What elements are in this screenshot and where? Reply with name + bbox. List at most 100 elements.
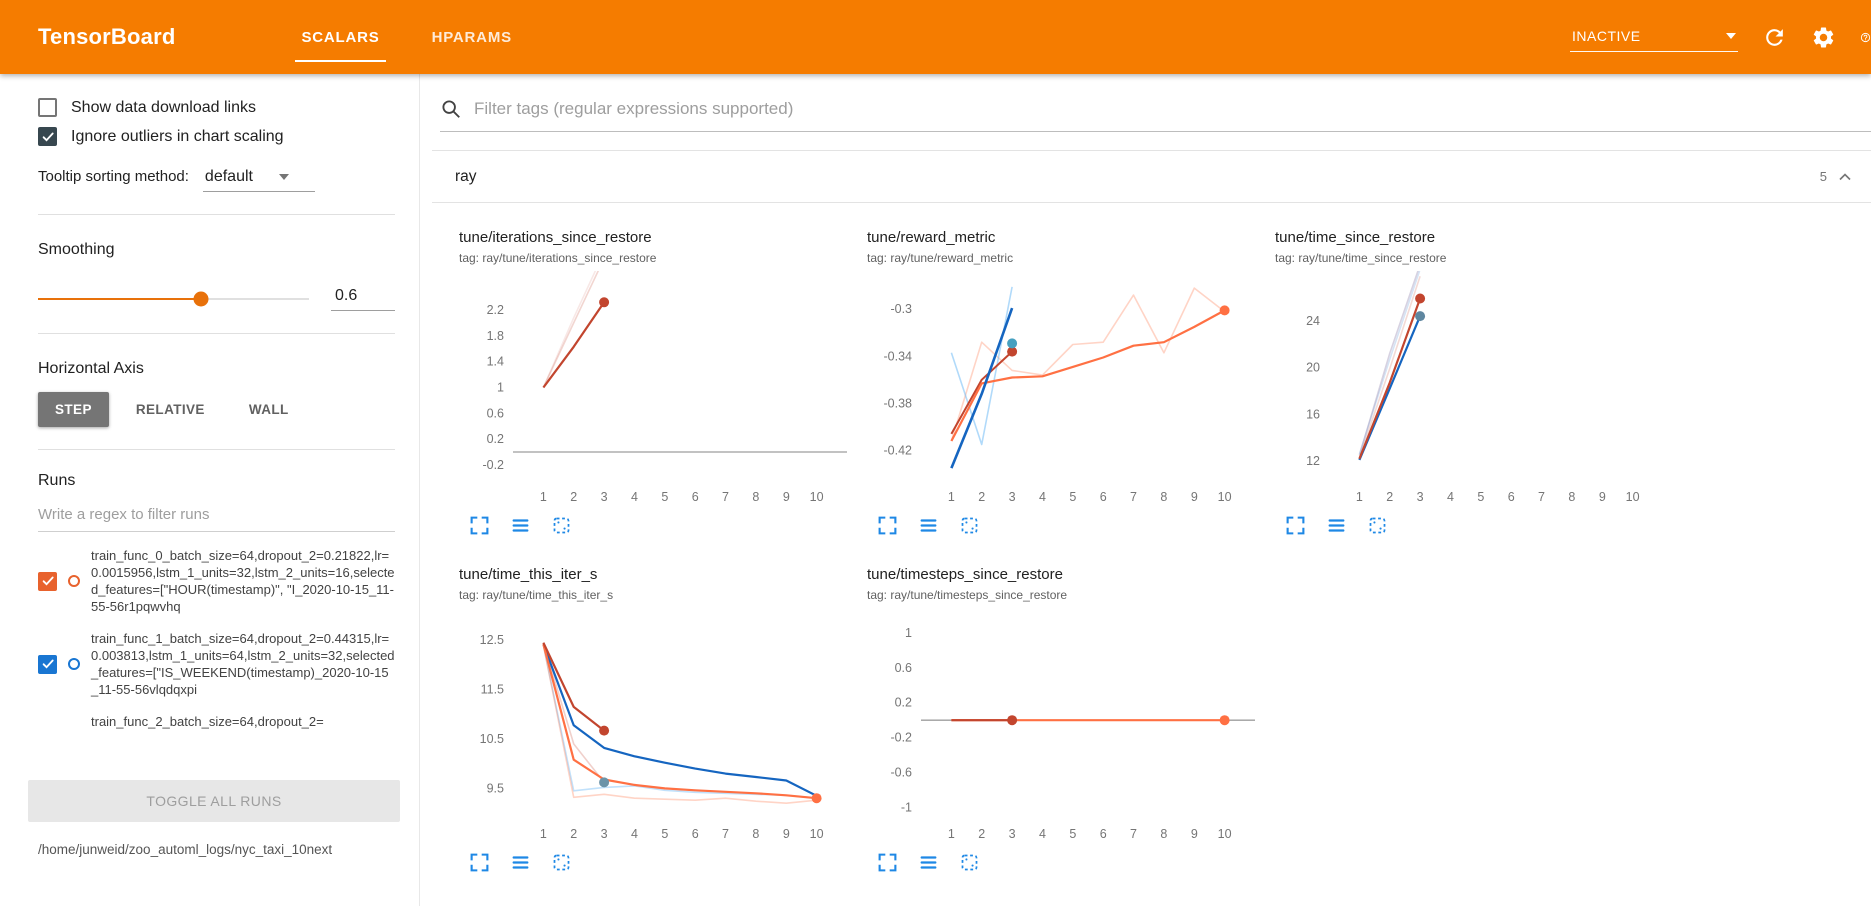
svg-text:6: 6 [692,490,699,504]
svg-text:4: 4 [1039,827,1046,841]
svg-text:2.2: 2.2 [487,303,504,317]
topbar-actions: INACTIVE [1570,0,1871,74]
run-row[interactable]: train_func_1_batch_size=64,dropout_2=0.4… [38,630,395,698]
slider-thumb[interactable] [193,291,209,307]
chart-plot[interactable]: -1 -0.6 -0.2 0.2 0.6 1 1 2 3 4 5 6 7 8 9 10 [867,608,1261,850]
chart-plot[interactable]: -0.2 0.2 0.6 1 1.4 1.8 2.2 1 2 3 4 5 6 7 8 9 10 [459,271,853,513]
pin-card-icon[interactable] [959,852,980,873]
tooltip-sort-dropdown[interactable]: default [202,168,315,192]
chart-title: tune/time_this_iter_s [459,566,598,583]
checkbox-label: Show data download links [71,98,257,116]
series-line [542,643,818,797]
svg-text:-0.38: -0.38 [884,396,913,410]
run-row[interactable]: train_func_2_batch_size=64,dropout_2= [38,713,395,733]
run-label: train_func_2_batch_size=64,dropout_2= [91,714,324,729]
run-color-radio[interactable] [68,658,80,670]
fullscreen-icon[interactable] [469,515,490,536]
checkbox-icon[interactable] [38,127,57,146]
page-body: Show data download links Ignore outliers … [0,74,1871,906]
svg-text:2: 2 [1386,490,1393,504]
svg-text:2: 2 [570,827,577,841]
pin-card-icon[interactable] [959,515,980,536]
fullscreen-icon[interactable] [877,852,898,873]
data-point-dot [1415,311,1426,322]
svg-text:6: 6 [1508,490,1515,504]
horizontal-axis-label: Horizontal Axis [38,360,144,377]
smoothing-slider[interactable] [38,291,309,307]
run-checkbox[interactable] [38,571,57,591]
run-label: train_func_1_batch_size=64,dropout_2=0.4… [91,631,395,697]
expand-lines-icon[interactable] [510,515,531,536]
svg-text:-0.6: -0.6 [890,766,912,780]
slider-fill [38,298,201,300]
series-line [950,350,1013,435]
run-list: train_func_0_batch_size=64,dropout_2=0.2… [38,532,395,770]
expand-lines-icon[interactable] [918,515,939,536]
svg-text:0.2: 0.2 [487,432,504,446]
help-icon[interactable] [1860,25,1871,50]
pin-card-icon[interactable] [551,515,572,536]
data-point-dot [1007,715,1018,726]
chart-title: tune/iterations_since_restore [459,229,652,246]
svg-text:2: 2 [570,490,577,504]
tag-filter-input[interactable] [474,99,1871,119]
tag-filter [440,98,1871,132]
svg-text:0.6: 0.6 [895,661,912,675]
data-point-dot [599,725,610,736]
svg-text:10: 10 [1218,827,1232,841]
series-line [1358,271,1419,456]
series-line [950,309,1226,442]
checkbox-row[interactable]: Show data download links [38,98,395,117]
tab-hparams[interactable]: HPARAMS [431,28,512,46]
expand-lines-icon[interactable] [1326,515,1347,536]
run-row[interactable]: train_func_0_batch_size=64,dropout_2=0.2… [38,547,395,615]
fullscreen-icon[interactable] [1285,515,1306,536]
svg-text:-0.2: -0.2 [890,731,912,745]
smoothing-value[interactable]: 0.6 [331,287,395,311]
svg-text:1: 1 [948,827,955,841]
svg-text:6: 6 [1100,827,1107,841]
svg-text:3: 3 [1009,490,1016,504]
chart-actions [867,852,1261,873]
tab-scalars[interactable]: SCALARS [275,0,405,74]
runs-filter-input[interactable] [38,500,395,532]
svg-text:9: 9 [1599,490,1606,504]
svg-text:9: 9 [1191,827,1198,841]
svg-text:3: 3 [1009,827,1016,841]
axis-button-wall[interactable]: WALL [248,402,289,417]
pin-card-icon[interactable] [1367,515,1388,536]
toggle-all-runs-button[interactable]: TOGGLE ALL RUNS [28,780,400,822]
fullscreen-icon[interactable] [469,852,490,873]
pin-card-icon[interactable] [551,852,572,873]
run-checkbox[interactable] [38,654,57,674]
checkbox-row[interactable]: Ignore outliers in chart scaling [38,127,395,146]
svg-text:7: 7 [1130,827,1137,841]
refresh-icon[interactable] [1762,25,1787,50]
chevron-up-icon[interactable] [1835,167,1855,187]
main-content: ray 5 tune/iterations_since_restore tag: … [420,74,1871,906]
chart-plot[interactable]: 9.5 10.5 11.5 12.5 1 2 3 4 5 6 7 8 9 10 [459,608,853,850]
expand-lines-icon[interactable] [510,852,531,873]
app-title: TensorBoard [38,24,176,49]
series-line [1358,276,1421,458]
tag-group-header[interactable]: ray 5 [432,151,1871,203]
chart-plot[interactable]: -0.42 -0.38 -0.34 -0.3 1 2 3 4 5 6 7 8 9 10 [867,271,1261,513]
svg-text:5: 5 [1069,490,1076,504]
status-dropdown[interactable]: INACTIVE [1570,23,1738,52]
checkbox-label: Ignore outliers in chart scaling [71,127,284,145]
svg-text:8: 8 [752,827,759,841]
expand-lines-icon[interactable] [918,852,939,873]
svg-text:20: 20 [1306,361,1320,375]
data-point-dot [811,793,822,804]
data-point-dot [599,297,610,308]
axis-button-relative[interactable]: RELATIVE [135,402,205,417]
checkbox-icon[interactable] [38,98,57,117]
settings-gear-icon[interactable] [1811,25,1836,50]
axis-button-step[interactable]: STEP [38,392,109,427]
fullscreen-icon[interactable] [877,515,898,536]
series-line [542,642,605,732]
charts-grid: tune/iterations_since_restore tag: ray/tu… [432,203,1871,873]
divider [38,333,395,334]
run-color-radio[interactable] [68,575,80,587]
